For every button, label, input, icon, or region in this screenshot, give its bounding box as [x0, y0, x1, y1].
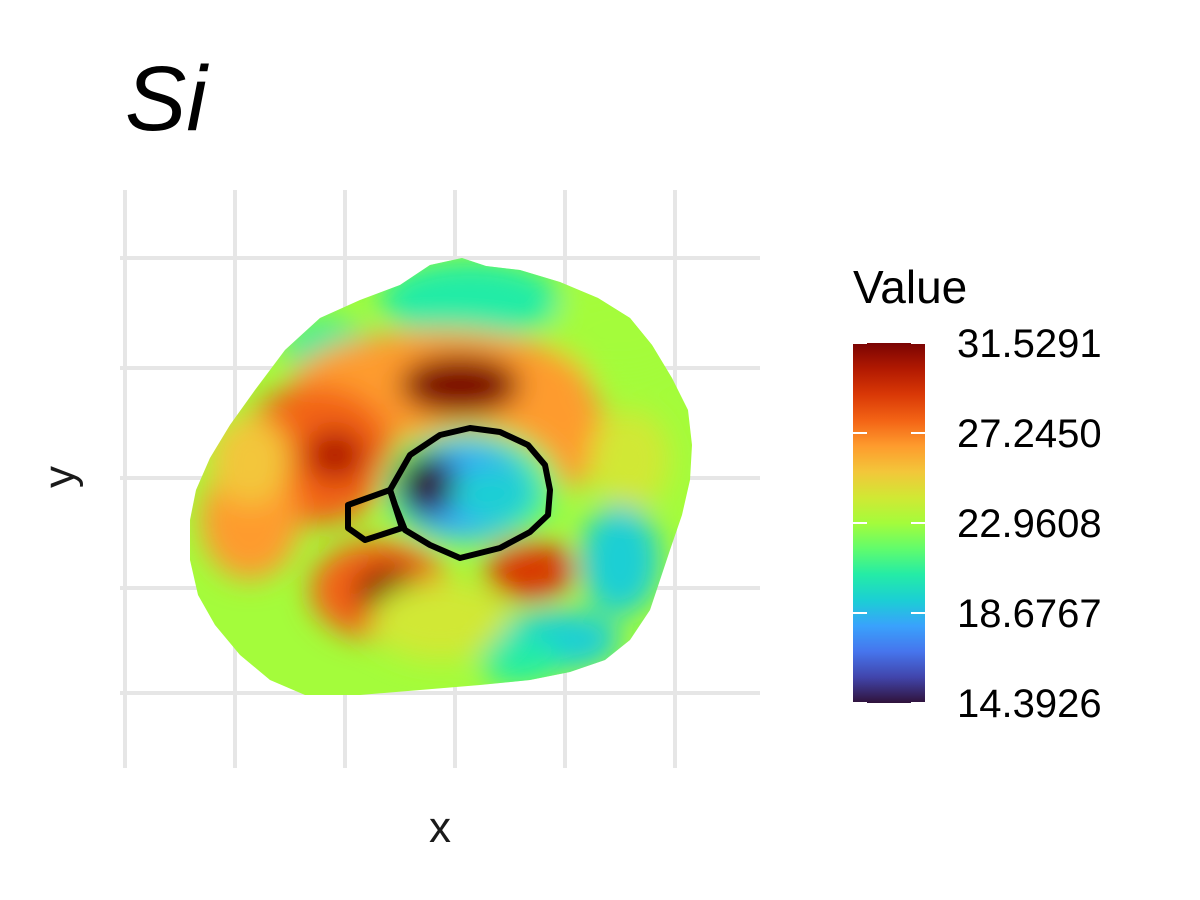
heat-blob-4	[400, 355, 520, 415]
legend-tick-label-4: 14.3926	[957, 682, 1102, 726]
legend-tick-label-3: 18.6767	[957, 592, 1102, 636]
heatmap-blobs	[200, 260, 690, 685]
chart-title: Si	[125, 48, 209, 150]
legend-ticks: 31.5291 27.2450 22.9608 18.6767 14.3926	[853, 322, 1102, 726]
region-boundary-small	[345, 487, 405, 543]
heatmap-field	[190, 258, 692, 695]
heat-blob-21	[480, 635, 560, 685]
heat-blob-11	[485, 540, 575, 600]
heat-blob-0	[380, 260, 560, 340]
legend-title: Value	[853, 261, 967, 313]
heat-blob-6	[305, 429, 365, 481]
heat-blob-17	[398, 455, 458, 515]
region-boundary-large	[387, 425, 553, 561]
y-axis-label: y	[35, 466, 84, 488]
heat-blob-14	[210, 415, 290, 505]
legend-tick-label-2: 22.9608	[957, 502, 1102, 546]
heat-blob-19	[580, 505, 660, 615]
legend-tick-label-1: 27.2450	[957, 412, 1102, 456]
legend: Value 31.5291 27.2450 22.9608 18.6767 14.392…	[853, 261, 1102, 726]
x-axis-label: x	[429, 803, 451, 852]
heat-blob-18	[450, 465, 540, 525]
legend-tick-label-0: 31.5291	[957, 322, 1102, 366]
heat-blob-13	[370, 580, 510, 660]
heat-blob-12	[590, 410, 670, 510]
